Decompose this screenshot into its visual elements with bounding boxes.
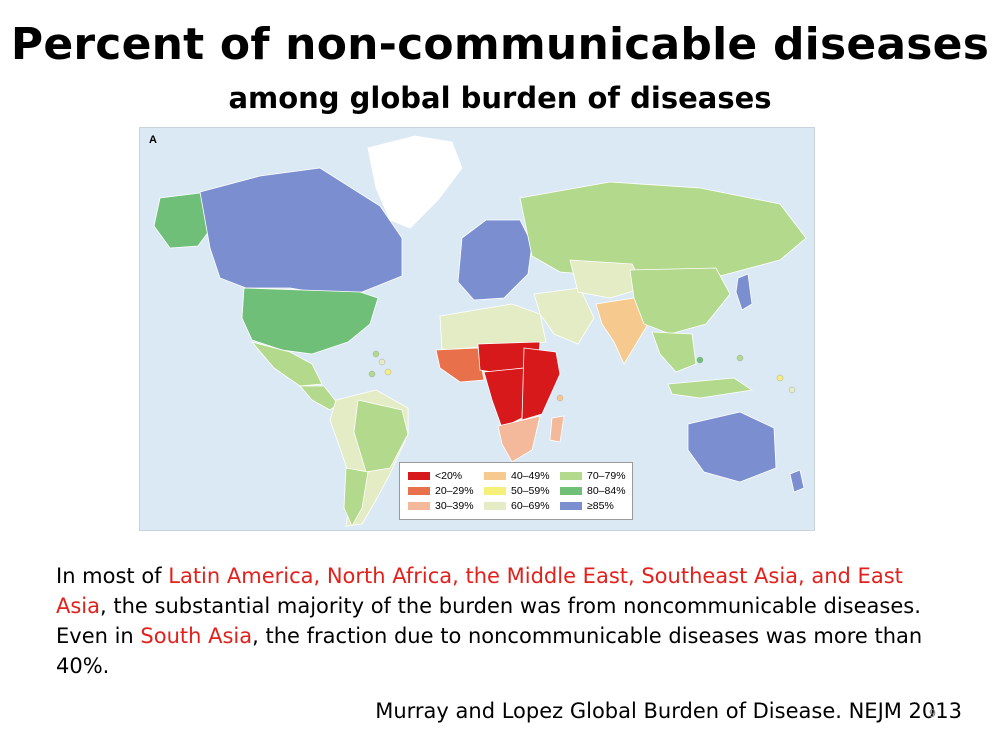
legend-label: 20–29% [435,484,474,497]
region-japan [735,273,753,311]
region-indonesia [667,377,754,399]
region-china [629,267,731,335]
region-mexico [250,341,323,387]
island-nation-marker [788,386,796,394]
legend-item: 80–84% [560,483,626,498]
region-central-america [299,385,339,411]
slide-title: Percent of non-communicable diseases [10,19,990,70]
legend-label: ≥85% [587,499,614,512]
region-canada [199,167,403,295]
slide-number: 9 [929,707,936,720]
legend-item: 40–49% [484,468,550,483]
legend-item: 70–79% [560,468,626,483]
region-brazil [353,399,409,473]
slide-subtitle: among global burden of diseases [228,81,772,115]
island-nation-marker [384,368,392,376]
citation: Murray and Lopez Global Burden of Diseas… [375,699,962,723]
island-nation-marker [696,356,704,364]
legend-label: 70–79% [587,469,626,482]
island-nation-marker [378,358,386,366]
island-nation-marker [372,350,380,358]
body-paragraph: In most of Latin America, North Africa, … [56,561,956,681]
region-russia [519,181,807,281]
region-australia [687,411,777,483]
region-central-africa [483,367,525,429]
world-choropleth-map [153,135,807,527]
region-madagascar [549,415,565,443]
island-nation-marker [556,394,564,402]
legend-label: 40–49% [511,469,550,482]
region-united-states [241,287,379,355]
legend-label: 60–69% [511,499,550,512]
region-east-africa [521,347,561,421]
legend-swatch [560,501,582,510]
legend-item: 60–69% [484,498,550,513]
region-southeast-asia [651,331,697,373]
legend-swatch [484,471,506,480]
legend-item: 20–29% [408,483,474,498]
legend-swatch [560,486,582,495]
region-greenland [367,135,463,229]
panel-label: A [149,134,157,146]
legend-item: 30–39% [408,498,474,513]
region-west-africa [435,347,485,383]
legend-label: 50–59% [511,484,550,497]
highlighted-phrase: South Asia [140,624,253,648]
body-text-segment: , the substantial majority of the burden… [56,594,921,648]
legend-label: 30–39% [435,499,474,512]
island-nation-marker [776,374,784,382]
legend-swatch [408,471,430,480]
legend-swatch [408,501,430,510]
legend-label: 80–84% [587,484,626,497]
region-europe [457,219,533,301]
region-central-asia [569,259,645,299]
body-text-segment: , the fraction due to noncommunicable di… [56,624,923,678]
legend-item: 50–59% [484,483,550,498]
island-nation-marker [368,370,376,378]
map-legend: <20% 20–29% 30–39% 40–49% 50–59% 60–69% 70–7… [399,462,633,520]
region-new-zealand [789,469,805,493]
highlighted-phrase: Latin America, North Africa, the Middle … [56,564,903,618]
legend-swatch [484,501,506,510]
legend-item: ≥85% [560,498,626,513]
region-southern-africa [497,415,541,463]
region-argentina [343,467,369,527]
world-map-figure: A <20% 20–29% 30–39% 40–49% 50–59% 60–69% 70… [140,128,814,530]
body-text-segment: In most of [56,564,169,588]
legend-item: <20% [408,468,474,483]
legend-swatch [408,486,430,495]
legend-swatch [560,471,582,480]
legend-label: <20% [435,469,463,482]
island-nation-marker [736,354,744,362]
legend-swatch [484,486,506,495]
